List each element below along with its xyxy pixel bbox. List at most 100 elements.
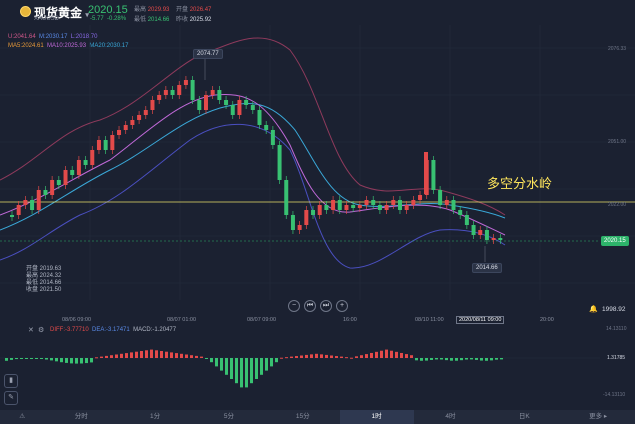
candle-body (110, 135, 115, 150)
macd-legend: DIFF:-3.77710 DEA:-3.17471 MACD:-1.20477 (50, 327, 177, 333)
macd-bar (85, 358, 88, 364)
macd-bar (360, 355, 363, 358)
macd-bar (415, 358, 418, 361)
candle-body (311, 210, 316, 215)
y-axis-label-low: 2022.00 (608, 202, 627, 208)
macd-bar (430, 358, 433, 360)
macd-bar (20, 358, 23, 359)
tab-more[interactable]: 更多 ▸ (589, 413, 608, 420)
macd-bar (100, 356, 103, 358)
candle-body (297, 225, 302, 230)
candle-body (30, 200, 35, 210)
macd-axis-mid: 1.31785 (607, 355, 626, 361)
macd-bar (330, 355, 333, 358)
candle-body (264, 125, 269, 130)
candle-body (137, 115, 142, 120)
candle-body (170, 90, 175, 95)
macd-bar (60, 358, 63, 363)
candle-body (484, 230, 489, 240)
candle-body (451, 200, 456, 210)
skip-forward-button[interactable]: ⏭ (320, 300, 332, 312)
zoom-in-button[interactable]: + (336, 300, 348, 312)
price-change: -5.77 -0.28% (90, 16, 127, 22)
macd-bar (390, 350, 393, 358)
candle-body (444, 200, 449, 205)
x-label-2: 08/07 01:00 (167, 317, 197, 323)
candle-body (438, 190, 443, 205)
candle-body (150, 100, 155, 110)
macd-bar (340, 356, 343, 358)
tab-1hour[interactable]: 1时 (339, 410, 414, 424)
macd-bar (55, 358, 58, 362)
indicator-icon[interactable]: ▮ (4, 374, 18, 388)
candle-body (203, 95, 208, 110)
candle-body (471, 225, 476, 235)
skip-back-button[interactable]: ⏮ (304, 300, 316, 312)
instrument-title[interactable]: 现货黄金 ▾ (34, 6, 89, 20)
macd-bar (35, 358, 38, 359)
stat-open: 开盘 2026.47 (176, 7, 212, 13)
macd-bar (150, 349, 153, 358)
candle-body (364, 200, 369, 205)
macd-bar (190, 355, 193, 358)
macd-bar (105, 355, 108, 358)
macd-bar (295, 356, 298, 358)
macd-bar (420, 358, 423, 361)
candle-body (397, 200, 402, 210)
candle-body (117, 130, 122, 135)
tab-5min[interactable]: 5分 (223, 413, 234, 420)
candle-body (317, 205, 322, 215)
macd-bar (395, 351, 398, 358)
candle-body (230, 105, 235, 115)
macd-bar (125, 353, 128, 358)
draw-icon[interactable]: ✎ (4, 391, 18, 405)
macd-bar (5, 358, 8, 361)
macd-bar (205, 358, 208, 359)
macd-bar (225, 358, 228, 375)
macd-bar (170, 352, 173, 358)
candle-body (96, 140, 101, 150)
macd-bar (175, 353, 178, 358)
macd-bar (235, 358, 238, 384)
tab-daily[interactable]: 日K (518, 413, 530, 420)
candle-body (157, 95, 162, 100)
macd-bar (325, 354, 328, 358)
y-axis-label-top: 2076.33 (608, 46, 627, 52)
macd-bar (355, 356, 358, 358)
tab-1min[interactable]: 1分 (150, 413, 161, 420)
macd-bar (305, 354, 308, 358)
timeframe-tabs: ⚠ 分时 1分 5分 15分 1时 4时 日K 更多 ▸ (0, 410, 635, 424)
ohlc-info-box: 开盘 2019.63 最高 2024.32 最低 2014.66 收盘 2021… (26, 266, 62, 293)
tab-timeline[interactable]: 分时 (74, 413, 88, 420)
x-label-4: 16:00 (343, 317, 357, 323)
candle-body (63, 170, 68, 185)
candle-body (217, 90, 222, 100)
macd-bar (140, 351, 143, 358)
candle-body (284, 180, 289, 215)
candle-body (290, 215, 295, 230)
candle-body (351, 205, 356, 208)
low-marker: 2014.66 (472, 263, 502, 273)
macd-bar (450, 358, 453, 361)
macd-bar (315, 353, 318, 358)
macd-bar (470, 358, 473, 360)
tab-warning[interactable]: ⚠ (19, 413, 26, 420)
high-marker: 2074.77 (193, 49, 223, 59)
macd-bar (365, 354, 368, 358)
gear-icon[interactable]: ⚙ (38, 327, 45, 334)
macd-bar (245, 358, 248, 388)
tab-15min[interactable]: 15分 (295, 413, 310, 420)
macd-bar (460, 358, 463, 361)
bell-icon[interactable]: 🔔 (589, 306, 598, 313)
close-icon[interactable]: ✕ (28, 327, 34, 334)
tab-4hour[interactable]: 4时 (445, 413, 456, 420)
candle-body (431, 160, 436, 190)
gold-coin-icon (20, 6, 31, 17)
zoom-out-button[interactable]: − (288, 300, 300, 312)
macd-bar (370, 352, 373, 358)
candle-body (464, 215, 469, 225)
candle-body (237, 100, 242, 115)
macd-bar (435, 358, 438, 360)
candle-body (344, 205, 349, 210)
